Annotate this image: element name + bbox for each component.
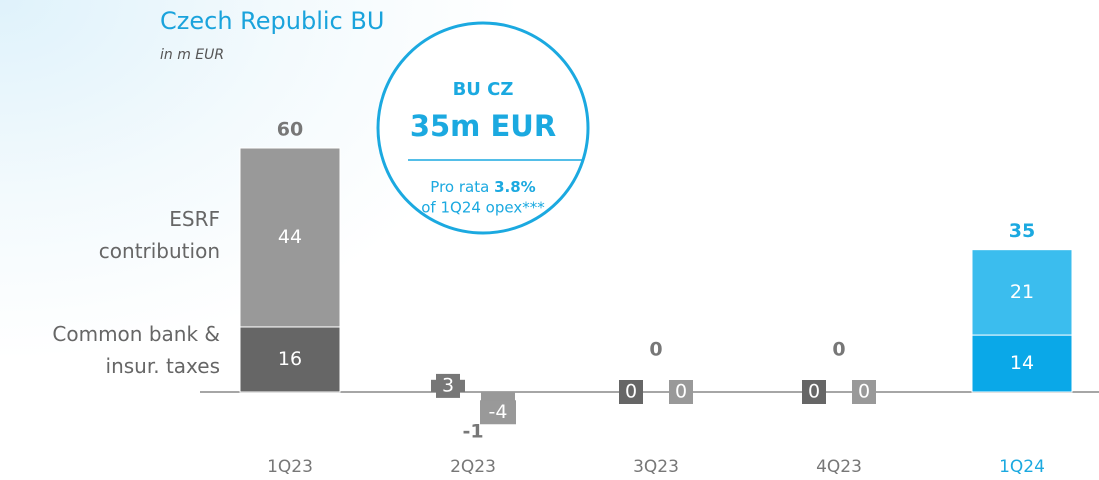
callout-text-part: Pro rata — [430, 178, 489, 196]
value-label: -4 — [489, 401, 508, 423]
value-label: 14 — [1010, 352, 1034, 374]
callout-title: BU CZ — [453, 79, 514, 100]
x-tick-label: 2Q23 — [450, 457, 496, 477]
callout-circle — [376, 21, 590, 235]
total-label: 60 — [277, 119, 303, 141]
value-label: 0 — [808, 381, 820, 403]
legend-entry: ESRF contribution — [98, 207, 220, 263]
value-label: 3 — [442, 374, 454, 396]
value-label-box — [480, 400, 516, 425]
x-tick-label: 3Q23 — [633, 457, 679, 477]
value-label: 0 — [625, 381, 637, 403]
bar-segment — [971, 334, 1073, 393]
bar-segment — [239, 147, 341, 328]
callout-value: 35m EUR — [410, 109, 556, 143]
value-label-box — [619, 380, 643, 404]
value-label-box — [802, 380, 826, 404]
value-label: 0 — [675, 381, 687, 403]
callout-text: of 1Q24 opex*** — [421, 199, 545, 217]
callout-text: Pro rata 3.8% — [430, 178, 535, 196]
x-tick-label: 4Q23 — [816, 457, 862, 477]
value-label: 0 — [858, 381, 870, 403]
value-label-box — [852, 380, 876, 404]
total-label: 0 — [832, 339, 845, 361]
value-label-box — [669, 380, 693, 404]
total-label: 0 — [649, 339, 662, 361]
chart-title: Czech Republic BU — [160, 7, 384, 35]
value-label: 16 — [278, 348, 302, 370]
total-label: 35 — [1009, 220, 1035, 242]
legend-entry: Common bank & insur. taxes — [52, 322, 220, 378]
value-label: 21 — [1010, 281, 1034, 303]
callout-highlight: 3.8% — [494, 178, 536, 196]
bar-segment — [971, 249, 1073, 336]
value-label: 44 — [278, 226, 302, 248]
value-label-box — [436, 373, 460, 398]
chart-subtitle: in m EUR — [160, 47, 224, 63]
bar-segment — [239, 326, 341, 393]
x-tick-label: 1Q23 — [267, 457, 313, 477]
total-label: -1 — [462, 421, 483, 443]
x-tick-label: 1Q24 — [999, 457, 1045, 477]
